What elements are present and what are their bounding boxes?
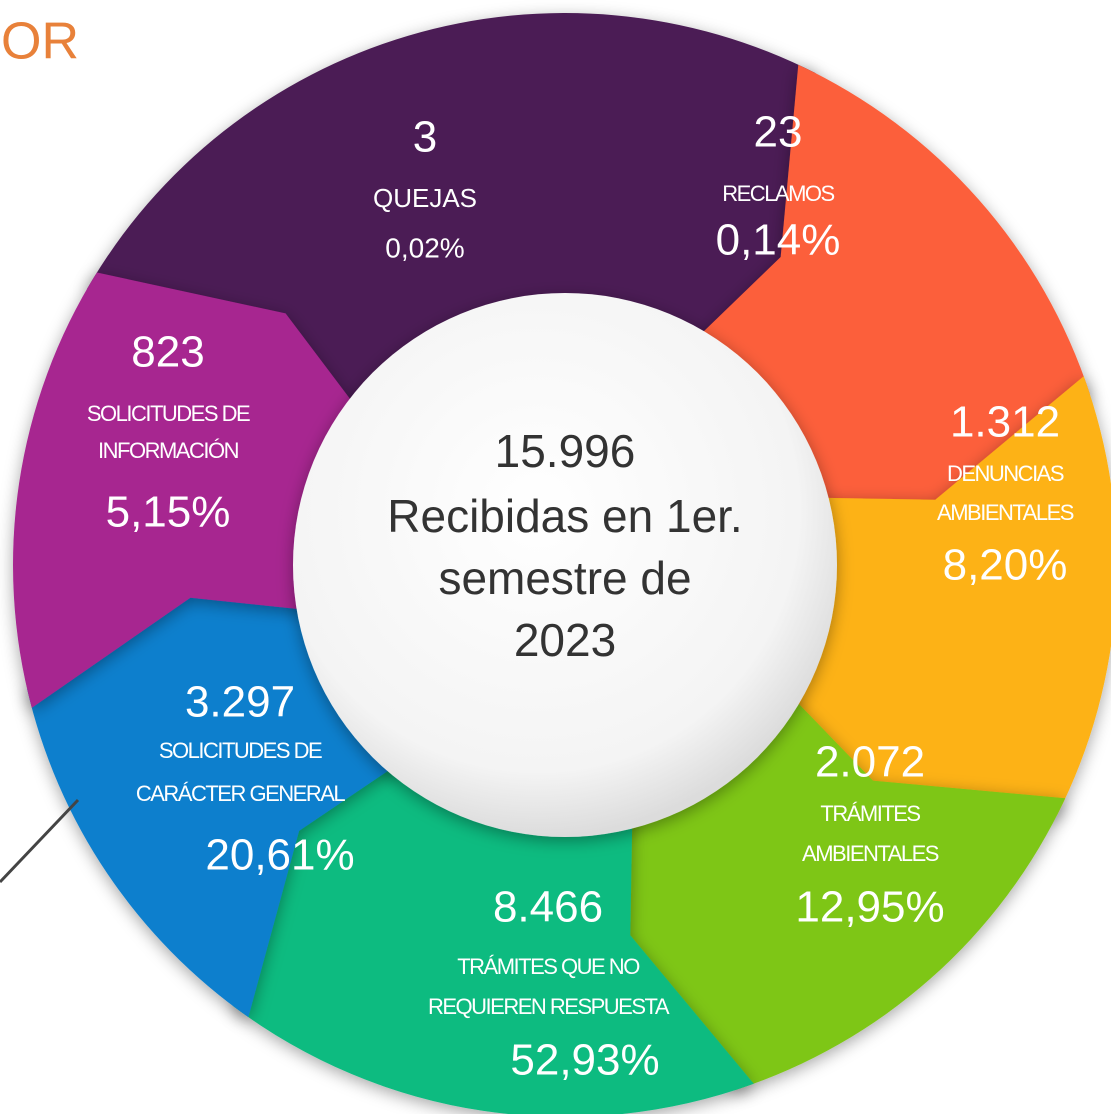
segment-label: SOLICITUDES DE — [159, 738, 322, 763]
segment-count: 3.297 — [185, 678, 295, 727]
segment-label: TRÁMITES — [820, 801, 920, 826]
segment-percent: 20,61% — [205, 831, 354, 880]
labels: 3 QUEJAS 0,02% 23 RECLAMOS 0,14% 1.312 DENUNCIA… — [87, 108, 1075, 1085]
center-circle — [293, 293, 837, 837]
segment-label: SOLICITUDES DE — [87, 401, 250, 426]
segment — [743, 376, 1111, 816]
segment-percent: 8,20% — [943, 541, 1068, 590]
connector-line — [0, 798, 80, 884]
center-line: semestre de — [438, 552, 691, 604]
segment-count: 3 — [413, 113, 437, 162]
segment-percent: 52,93% — [510, 1036, 659, 1085]
segment-label: TRÁMITES QUE NO — [457, 954, 640, 979]
segment-label: RECLAMOS — [722, 181, 834, 206]
center-total: 15.996 — [495, 425, 636, 477]
segment-count: 2.072 — [815, 738, 925, 787]
center-line: 2023 — [514, 614, 616, 666]
segment-label: CARÁCTER GENERAL — [136, 781, 346, 806]
segment-count: 823 — [131, 328, 204, 377]
segment-label: QUEJAS — [373, 183, 477, 213]
segment-percent: 0,14% — [716, 216, 841, 265]
segment-label: DENUNCIAS — [947, 461, 1064, 486]
segment-label: AMBIENTALES — [802, 841, 939, 866]
header-title: OR — [1, 13, 79, 71]
center-line: Recibidas en 1er. — [387, 490, 742, 542]
segment-count: 8.466 — [493, 883, 603, 932]
segment-percent: 12,95% — [795, 883, 944, 932]
segment-count: 1.312 — [950, 398, 1060, 447]
segment-label: AMBIENTALES — [937, 500, 1074, 525]
segment-label: INFORMACIÓN — [98, 438, 239, 463]
segment-percent: 0,02% — [385, 232, 464, 263]
segment-label: REQUIEREN RESPUESTA — [428, 994, 670, 1019]
segment-percent: 5,15% — [106, 488, 231, 537]
segment-count: 23 — [754, 108, 803, 157]
